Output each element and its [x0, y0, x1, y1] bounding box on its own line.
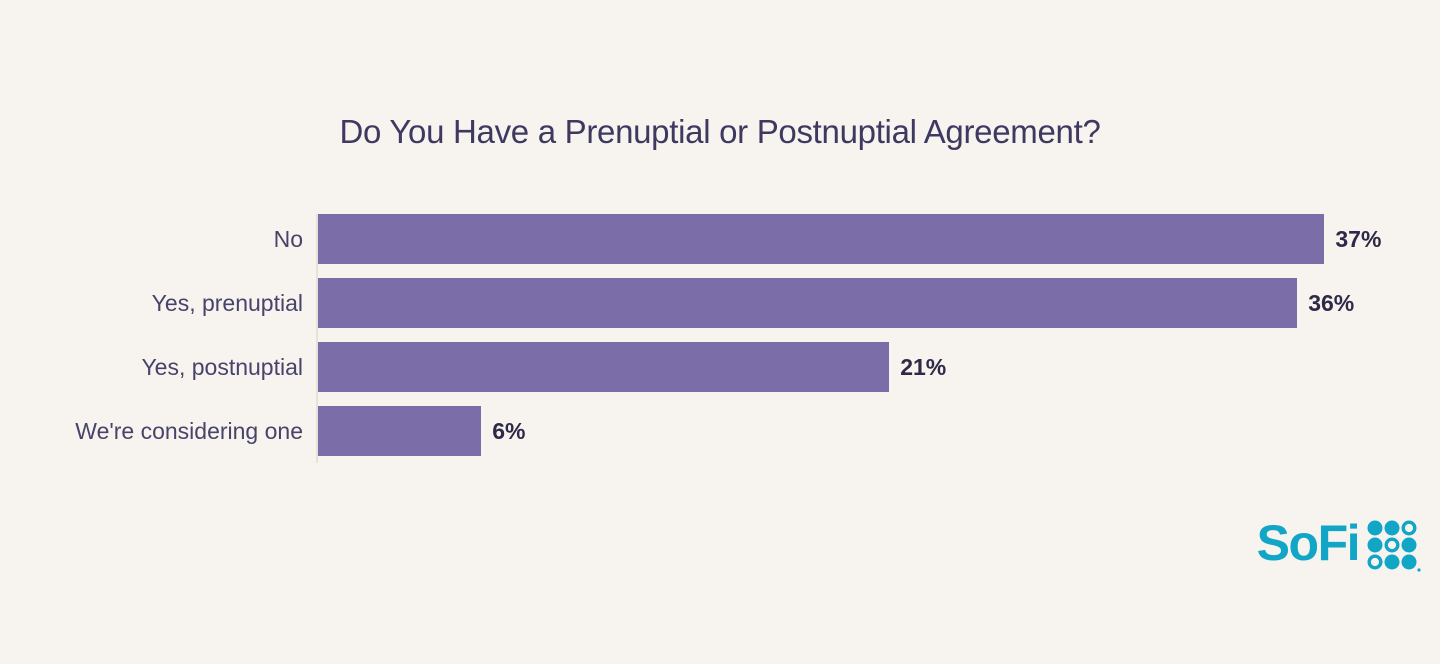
- chart-row: Yes, postnuptial 21%: [0, 342, 1440, 392]
- bar: [318, 342, 890, 392]
- bar: [318, 406, 482, 456]
- bar-track: 6%: [316, 406, 1440, 456]
- category-label: Yes, prenuptial: [151, 289, 303, 316]
- category-label: No: [273, 225, 303, 252]
- bar-track: 36%: [316, 278, 1440, 328]
- category-label: Yes, postnuptial: [141, 353, 303, 380]
- trademark-dot: [1417, 568, 1421, 572]
- brand-wordmark: SoFi: [1256, 515, 1361, 571]
- brand-logo: SoFi: [1257, 513, 1422, 573]
- value-label: 21%: [900, 353, 947, 380]
- y-axis-line: [316, 214, 318, 463]
- chart-row: No 37%: [0, 214, 1440, 264]
- bar-chart: No 37% Yes, prenuptial 36% Yes, postnupt…: [0, 214, 1440, 463]
- chart-row: We're considering one 6%: [0, 406, 1440, 456]
- chart-title: Do You Have a Prenuptial or Postnuptial …: [339, 113, 1101, 150]
- sofi-dots-icon: [1367, 520, 1421, 572]
- bar-track: 37%: [316, 214, 1440, 264]
- chart-rows: No 37% Yes, prenuptial 36% Yes, postnupt…: [0, 214, 1440, 463]
- bar: [318, 214, 1325, 264]
- chart-row: Yes, prenuptial 36%: [0, 278, 1440, 328]
- value-label: 37%: [1335, 225, 1382, 252]
- value-label: 36%: [1308, 289, 1355, 316]
- category-label: We're considering one: [75, 417, 303, 444]
- bar-track: 21%: [316, 342, 1440, 392]
- value-label: 6%: [492, 417, 526, 444]
- bar: [318, 278, 1298, 328]
